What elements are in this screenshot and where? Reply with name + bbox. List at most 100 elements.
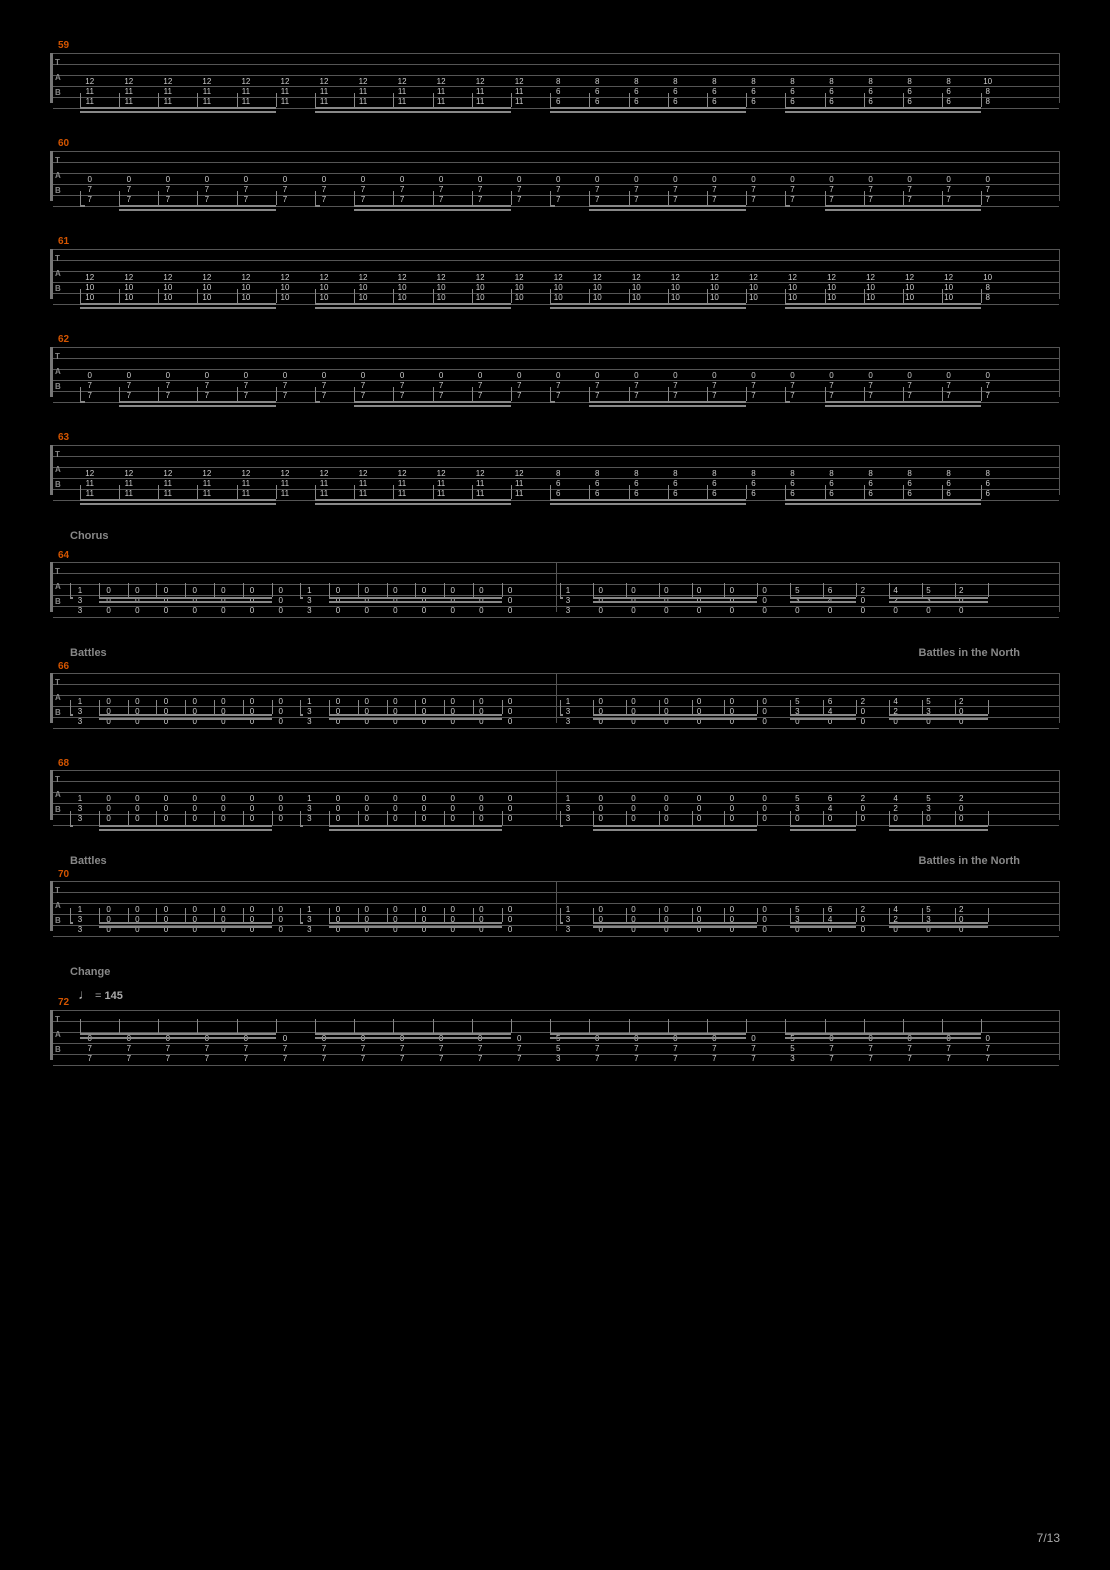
fret-number: 12 xyxy=(83,470,97,478)
fret-number: 0 xyxy=(725,795,739,803)
fret-number: 0 xyxy=(245,805,259,813)
tab-staff: TAB1210101210101210101210101210101210101… xyxy=(50,249,1060,299)
note-column: 077 xyxy=(356,347,370,397)
fret-number: 7 xyxy=(825,382,839,390)
tab-clef-letter: T xyxy=(55,567,60,577)
fret-number: 12 xyxy=(434,78,448,86)
fret-number: 7 xyxy=(239,1055,253,1063)
lyric-row: BattlesBattles in the North xyxy=(50,855,1060,869)
fret-number: 0 xyxy=(594,795,608,803)
fret-number: 7 xyxy=(981,186,995,194)
fret-number: 7 xyxy=(200,186,214,194)
note-column: 000 xyxy=(725,770,739,820)
fret-number: 12 xyxy=(785,274,799,282)
fret-number: 3 xyxy=(73,805,87,813)
fret-number: 7 xyxy=(161,1055,175,1063)
note-column: 077 xyxy=(317,151,331,201)
note-column: 077 xyxy=(122,151,136,201)
note-column: 000 xyxy=(360,770,374,820)
fret-number: 0 xyxy=(317,372,331,380)
note-column: 077 xyxy=(785,347,799,397)
tab-clef-letter: B xyxy=(55,805,61,815)
measure-number: 68 xyxy=(58,758,1060,769)
fret-number: 12 xyxy=(903,274,917,282)
fret-number: 12 xyxy=(356,274,370,282)
fret-number: 8 xyxy=(942,470,956,478)
fret-number: 0 xyxy=(360,805,374,813)
fret-number: 0 xyxy=(434,176,448,184)
note-column: 121111 xyxy=(356,445,370,495)
note-column: 077 xyxy=(903,151,917,201)
fret-number: 11 xyxy=(356,480,370,488)
fret-number: 0 xyxy=(130,805,144,813)
fret-number: 12 xyxy=(512,78,526,86)
fret-number: 8 xyxy=(903,78,917,86)
note-column: 866 xyxy=(590,53,604,103)
measure: Change♩ = 14572TAB0770770770770770770770… xyxy=(50,966,1060,1060)
note-column: 866 xyxy=(864,53,878,103)
fret-number: 12 xyxy=(122,78,136,86)
fret-number: 12 xyxy=(434,470,448,478)
fret-number: 7 xyxy=(981,1055,995,1063)
fret-number: 12 xyxy=(200,78,214,86)
fret-number: 7 xyxy=(707,186,721,194)
note-column: 077 xyxy=(864,151,878,201)
fret-number: 2 xyxy=(856,795,870,803)
note-column: 077 xyxy=(590,347,604,397)
measure: 59TAB12111112111112111112111112111112111… xyxy=(50,40,1060,103)
fret-number: 7 xyxy=(864,382,878,390)
tab-clef-letter: B xyxy=(55,382,61,392)
note-column: 077 xyxy=(434,347,448,397)
note-column: 866 xyxy=(785,53,799,103)
tab-clef-letter: T xyxy=(55,886,60,896)
fret-number: 12 xyxy=(161,470,175,478)
fret-number: 6 xyxy=(785,480,799,488)
fret-number: 0 xyxy=(503,795,517,803)
fret-number: 6 xyxy=(942,88,956,96)
note-column: 077 xyxy=(707,151,721,201)
note-column: 077 xyxy=(122,347,136,397)
fret-number: 12 xyxy=(356,470,370,478)
fret-number: 7 xyxy=(200,382,214,390)
fret-number: 12 xyxy=(317,78,331,86)
note-column: 077 xyxy=(512,151,526,201)
note-column: 121010 xyxy=(590,249,604,299)
fret-number: 6 xyxy=(981,480,995,488)
note-column: 121010 xyxy=(825,249,839,299)
measure-number: 64 xyxy=(58,550,1060,561)
measure-number: 61 xyxy=(58,236,1060,247)
fret-number: 3 xyxy=(790,805,804,813)
fret-number: 8 xyxy=(551,470,565,478)
fret-number: 0 xyxy=(102,805,116,813)
note-column: 077 xyxy=(903,347,917,397)
fret-number: 7 xyxy=(746,382,760,390)
fret-number: 7 xyxy=(278,186,292,194)
measure-number: 62 xyxy=(58,334,1060,345)
note-column: 000 xyxy=(102,770,116,820)
note-column: 121010 xyxy=(473,249,487,299)
fret-number: 12 xyxy=(278,78,292,86)
fret-number: 11 xyxy=(122,88,136,96)
note-column: 000 xyxy=(331,770,345,820)
measure-number: 63 xyxy=(58,432,1060,443)
note-column: 077 xyxy=(395,151,409,201)
tab-clef-letter: B xyxy=(55,916,61,926)
fret-number: 10 xyxy=(317,284,331,292)
fret-number: 8 xyxy=(785,78,799,86)
fret-number: 7 xyxy=(785,186,799,194)
fret-number: 3 xyxy=(551,1055,565,1063)
note-column: 866 xyxy=(942,53,956,103)
fret-number: 10 xyxy=(161,284,175,292)
fret-number: 12 xyxy=(278,470,292,478)
note-column: 121010 xyxy=(161,249,175,299)
fret-number: 12 xyxy=(629,274,643,282)
note-column: 866 xyxy=(629,445,643,495)
note-column: 866 xyxy=(785,445,799,495)
note-column: 866 xyxy=(668,445,682,495)
fret-number: 7 xyxy=(395,1055,409,1063)
fret-number: 10 xyxy=(473,284,487,292)
fret-number: 8 xyxy=(668,470,682,478)
fret-number: 10 xyxy=(981,274,995,282)
fret-number: 12 xyxy=(161,274,175,282)
fret-number: 0 xyxy=(83,372,97,380)
